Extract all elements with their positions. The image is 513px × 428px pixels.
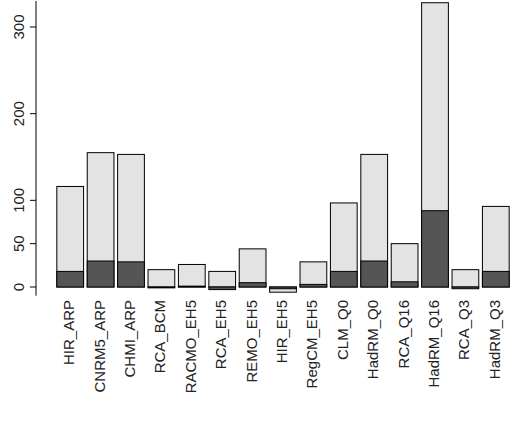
bar [330, 271, 357, 287]
bar [482, 206, 509, 287]
bar [118, 262, 145, 287]
bar [209, 271, 236, 287]
category-label: CLM_Q0 [334, 300, 351, 360]
bar [482, 271, 509, 287]
category-label: RegCM_EH5 [303, 300, 320, 388]
bar [361, 261, 388, 287]
bar [87, 261, 114, 287]
category-label: HIR_ARP [60, 300, 77, 365]
category-label: CHMI_ARP [121, 300, 138, 378]
bars [57, 3, 509, 292]
category-label: RCA_EH5 [212, 300, 229, 369]
tick-label: 300 [10, 14, 27, 39]
bar [239, 283, 266, 287]
category-label: REMO_EH5 [243, 300, 260, 383]
bar [422, 3, 449, 287]
bar [178, 286, 205, 288]
bar [361, 154, 388, 287]
bar [118, 154, 145, 287]
category-label: RCA_Q3 [455, 300, 472, 360]
category-label: RACMO_EH5 [182, 300, 199, 393]
bar [452, 287, 479, 289]
tick-label: 0 [10, 283, 27, 291]
category-label: RCA_Q16 [395, 300, 412, 368]
tick [30, 26, 36, 27]
bar [270, 287, 297, 289]
y-axis [36, 1, 37, 296]
tick [30, 200, 36, 201]
bar [422, 211, 449, 287]
category-label: HIR_EH5 [273, 300, 290, 363]
bar [209, 287, 236, 290]
bar [148, 287, 175, 289]
bar [300, 262, 327, 287]
category-label: HadRM_Q0 [364, 300, 381, 379]
bar [391, 282, 418, 287]
chart: 0 50 100 200 300 HIR_ARP CNRM5_ARP CHMI_ARP RCA_… [0, 0, 513, 428]
bar [148, 270, 175, 287]
tick-label: 200 [10, 101, 27, 126]
tick [30, 113, 36, 114]
category-label: HadRM_Q3 [486, 300, 503, 379]
bar [57, 271, 84, 287]
bar [57, 186, 84, 287]
category-label: CNRM5_ARP [91, 300, 108, 393]
category-label: RCA_BCM [151, 300, 168, 373]
bar [239, 249, 266, 287]
bar [178, 264, 205, 287]
bar [300, 284, 327, 287]
tick [30, 243, 36, 244]
bar [87, 153, 114, 287]
bar [391, 244, 418, 287]
tick-label: 100 [10, 188, 27, 213]
tick-label: 50 [10, 235, 27, 252]
bar [270, 287, 297, 292]
category-label: HadRM_Q16 [425, 300, 442, 388]
bar [452, 270, 479, 287]
tick [30, 287, 36, 288]
bar [330, 203, 357, 287]
